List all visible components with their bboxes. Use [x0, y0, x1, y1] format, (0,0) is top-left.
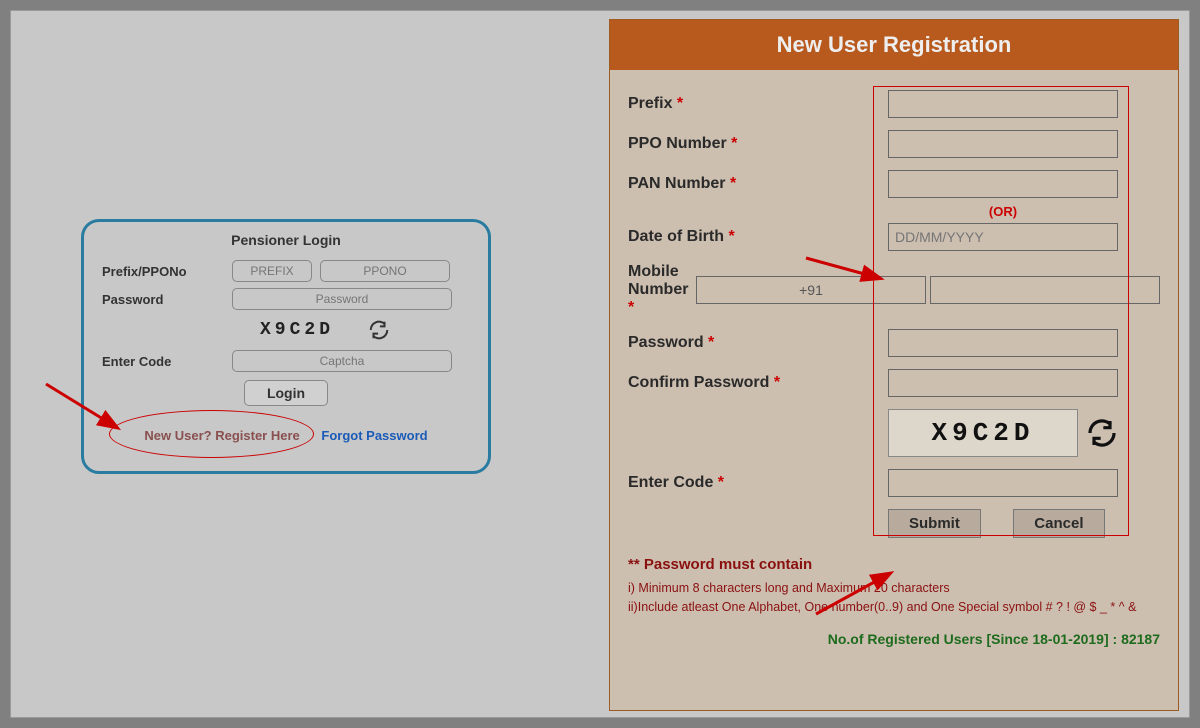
password-input[interactable] [232, 288, 452, 310]
or-text: (OR) [888, 204, 1118, 219]
reg-dob-input[interactable] [888, 223, 1118, 251]
prefix-ppono-label: Prefix/PPONo [102, 264, 232, 279]
required-star: * [628, 299, 634, 316]
reg-enter-code-label: Enter Code [628, 474, 713, 491]
ppono-input[interactable] [320, 260, 450, 282]
login-captcha-image: X9C2D [232, 316, 362, 344]
login-row-password: Password [102, 288, 470, 310]
required-star: * [731, 135, 737, 152]
reg-dob-label: Date of Birth [628, 228, 724, 245]
login-button[interactable]: Login [244, 380, 328, 406]
reg-password-input[interactable] [888, 329, 1118, 357]
required-star: * [728, 228, 734, 245]
reg-mobile-label: Mobile Number [628, 263, 688, 298]
forgot-password-link[interactable]: Forgot Password [321, 428, 427, 443]
password-rule-1: i) Minimum 8 characters long and Maximum… [628, 579, 1160, 598]
required-star: * [677, 95, 683, 112]
enter-code-label: Enter Code [102, 354, 232, 369]
password-note: ** Password must contain [628, 556, 1160, 573]
required-star: * [708, 334, 714, 351]
registration-title: New User Registration [610, 20, 1178, 70]
login-panel: Pensioner Login Prefix/PPONo Password X9… [81, 219, 491, 474]
reg-pan-label: PAN Number [628, 175, 726, 192]
login-row-captcha-input: Enter Code [102, 350, 470, 372]
password-label: Password [102, 292, 232, 307]
reg-password-label: Password [628, 334, 704, 351]
refresh-captcha-icon[interactable] [1086, 417, 1118, 449]
main-frame: Pensioner Login Prefix/PPONo Password X9… [10, 10, 1190, 718]
registered-users-count: No.of Registered Users [Since 18-01-2019… [628, 631, 1160, 647]
prefix-input[interactable] [232, 260, 312, 282]
reg-prefix-input[interactable] [888, 90, 1118, 118]
login-row-prefix: Prefix/PPONo [102, 260, 470, 282]
required-star: * [730, 175, 736, 192]
submit-button[interactable]: Submit [888, 509, 981, 538]
register-link[interactable]: New User? Register Here [144, 428, 299, 443]
reg-prefix-label: Prefix [628, 95, 672, 112]
login-title: Pensioner Login [102, 232, 470, 248]
reg-captcha-input[interactable] [888, 469, 1118, 497]
mobile-country-code[interactable] [696, 276, 926, 304]
required-star: * [774, 374, 780, 391]
reg-ppo-input[interactable] [888, 130, 1118, 158]
cancel-button[interactable]: Cancel [1013, 509, 1104, 538]
reg-confirm-password-label: Confirm Password [628, 374, 769, 391]
captcha-input[interactable] [232, 350, 452, 372]
refresh-captcha-icon[interactable] [368, 319, 390, 341]
reg-pan-input[interactable] [888, 170, 1118, 198]
registration-panel: New User Registration Prefix * PPO Numbe… [609, 19, 1179, 711]
login-captcha-row: X9C2D [232, 316, 470, 344]
reg-confirm-password-input[interactable] [888, 369, 1118, 397]
reg-mobile-input[interactable] [930, 276, 1160, 304]
required-star: * [718, 474, 724, 491]
reg-ppo-label: PPO Number [628, 135, 727, 152]
reg-captcha-image: X9C2D [888, 409, 1078, 457]
password-rule-2: ii)Include atleast One Alphabet, One num… [628, 598, 1160, 617]
